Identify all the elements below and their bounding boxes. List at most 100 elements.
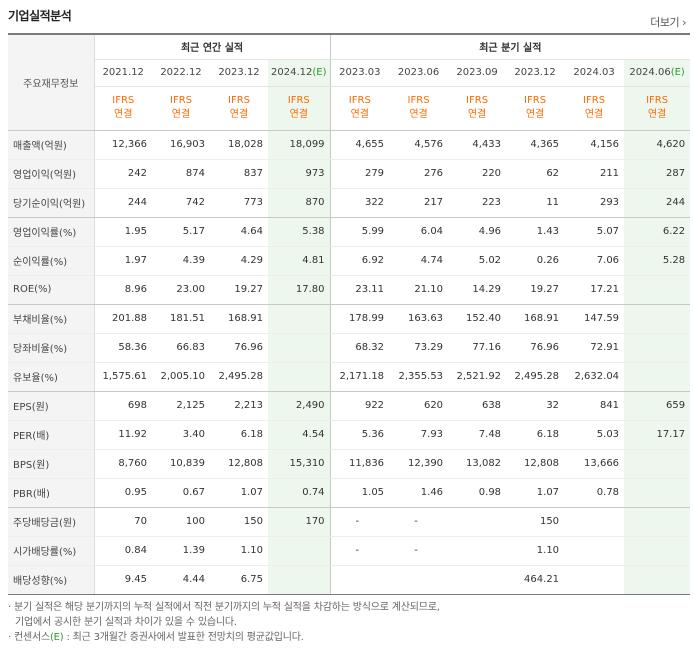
table-cell: 1.07 [506,478,565,508]
row-label: 영업이익률(%) [8,217,95,247]
period-header: 2021.12 [94,59,152,87]
period-header: 2023.03 [330,59,390,87]
table-cell: 0.67 [152,478,210,508]
table-cell [268,536,331,566]
period-header: 2023.06 [389,59,449,87]
table-cell: 18,028 [210,130,268,160]
table-cell: 11,836 [330,449,390,479]
table-row: 영업이익률(%) 1.95 5.17 4.64 5.38 5.99 6.04 4.96 1.43… [8,217,691,247]
table-cell: 4.54 [268,420,331,450]
table-cell: 14.29 [448,275,507,305]
footnotes: · 분기 실적은 해당 분기까지의 누적 실적에서 직전 분기까지의 누적 실적… [8,600,440,645]
table-cell: 9.45 [94,565,152,595]
period-header: 2023.09 [448,59,507,87]
table-cell: 4.74 [389,246,449,276]
table-cell: 147.59 [564,304,625,334]
table-cell: 1.07 [210,478,268,508]
ifrs-header: IFRS 연결 [506,86,565,131]
table-cell: 13,666 [564,449,625,479]
table-cell: 2,355.53 [389,362,449,392]
table-cell: 293 [564,188,625,218]
footnote-2: · 컨센서스(E) : 최근 3개월간 증권사에서 발표한 전망치의 평균값입니… [8,632,304,643]
period-header: 2024.06(E) [624,59,691,87]
ifrs-header: IFRS 연결 [389,86,449,131]
table-cell: 620 [389,391,449,421]
table-cell: 4,365 [506,130,565,160]
row-label: PBR(배) [8,478,95,508]
table-cell: 12,390 [389,449,449,479]
table-cell: 19.27 [506,275,565,305]
table-cell: 211 [564,159,625,189]
period-header: 2024.12(E) [268,59,331,87]
table-cell: 76.96 [506,333,565,363]
table-row: 주당배당금(원) 70 100 150 170- -150 [8,507,691,537]
quarter-group-header: 최근 분기 실적 [330,33,691,60]
table-row: PBR(배) 0.95 0.67 1.07 0.74 1.05 1.46 0.98 1.07 0.… [8,478,691,508]
row-label: 매출액(억원) [8,130,95,160]
table-cell: 18,099 [268,130,331,160]
table-cell: 7.93 [389,420,449,450]
table-cell: 152.40 [448,304,507,334]
table-cell: 2,495.28 [210,362,268,392]
table-cell: 163.63 [389,304,449,334]
table-cell: 70 [94,507,152,537]
table-cell: 3.40 [152,420,210,450]
table-cell: 276 [389,159,449,189]
ifrs-header: IFRS 연결 [268,86,331,131]
table-cell [624,565,691,595]
table-cell [564,507,625,537]
table-cell: 68.32 [330,333,390,363]
table-cell [624,333,691,363]
table-cell: 181.51 [152,304,210,334]
row-label: 당좌비율(%) [8,333,95,363]
table-cell: 874 [152,159,210,189]
table-row: 매출액(억원) 12,366 16,903 18,028 18,099 4,655 4,57… [8,130,691,160]
table-cell: 922 [330,391,390,421]
more-link[interactable]: 더보기 › [650,14,686,30]
table-cell: 58.36 [94,333,152,363]
table-cell: 4,620 [624,130,691,160]
estimate-mark: (E) [312,67,327,78]
table-cell: 6.75 [210,565,268,595]
table-cell: 17.17 [624,420,691,450]
table-cell: 150 [506,507,565,537]
table-row: 시가배당률(%) 0.84 1.39 1.10- -1.10 [8,536,691,566]
table-cell: 10,839 [152,449,210,479]
more-label: 더보기 [650,16,680,29]
more-arrow-icon: › [682,16,686,29]
table-cell: 4.39 [152,246,210,276]
table-cell: 242 [94,159,152,189]
ifrs-header: IFRS 연결 [94,86,152,131]
table-cell: 32 [506,391,565,421]
table-cell: 659 [624,391,691,421]
table-cell [448,536,507,566]
table-cell: 170 [268,507,331,537]
table-row: 순이익률(%) 1.97 4.39 4.29 4.81 6.92 4.74 5.02 0.26 7… [8,246,691,276]
table-cell [624,536,691,566]
table-cell: 19.27 [210,275,268,305]
row-label: 시가배당률(%) [8,536,95,566]
table-row: 유보율(%) 1,575.61 2,005.10 2,495.28 2,171.18 2,… [8,362,691,392]
table-cell: 62 [506,159,565,189]
table-cell: 6.18 [210,420,268,450]
table-cell: 168.91 [210,304,268,334]
table-cell: 1.39 [152,536,210,566]
table-cell: 4,156 [564,130,625,160]
table-cell: 0.74 [268,478,331,508]
table-cell: 5.38 [268,217,331,247]
table-cell: 2,490 [268,391,331,421]
table-cell [624,449,691,479]
table-cell: 1.97 [94,246,152,276]
table-cell: 4.81 [268,246,331,276]
table-cell: 742 [152,188,210,218]
table-cell: 66.83 [152,333,210,363]
table-cell: 7.48 [448,420,507,450]
table-cell: 0.78 [564,478,625,508]
table-cell: 2,521.92 [448,362,507,392]
table-cell: 2,005.10 [152,362,210,392]
table-cell: 244 [94,188,152,218]
ifrs-header: IFRS 연결 [624,86,691,131]
table-cell: 17.80 [268,275,331,305]
table-cell: 1.95 [94,217,152,247]
table-row: 당좌비율(%) 58.36 66.83 76.96 68.32 73.29 77.16 76.… [8,333,691,363]
